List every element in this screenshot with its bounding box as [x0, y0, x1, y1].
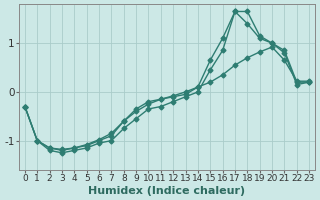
X-axis label: Humidex (Indice chaleur): Humidex (Indice chaleur): [88, 186, 245, 196]
